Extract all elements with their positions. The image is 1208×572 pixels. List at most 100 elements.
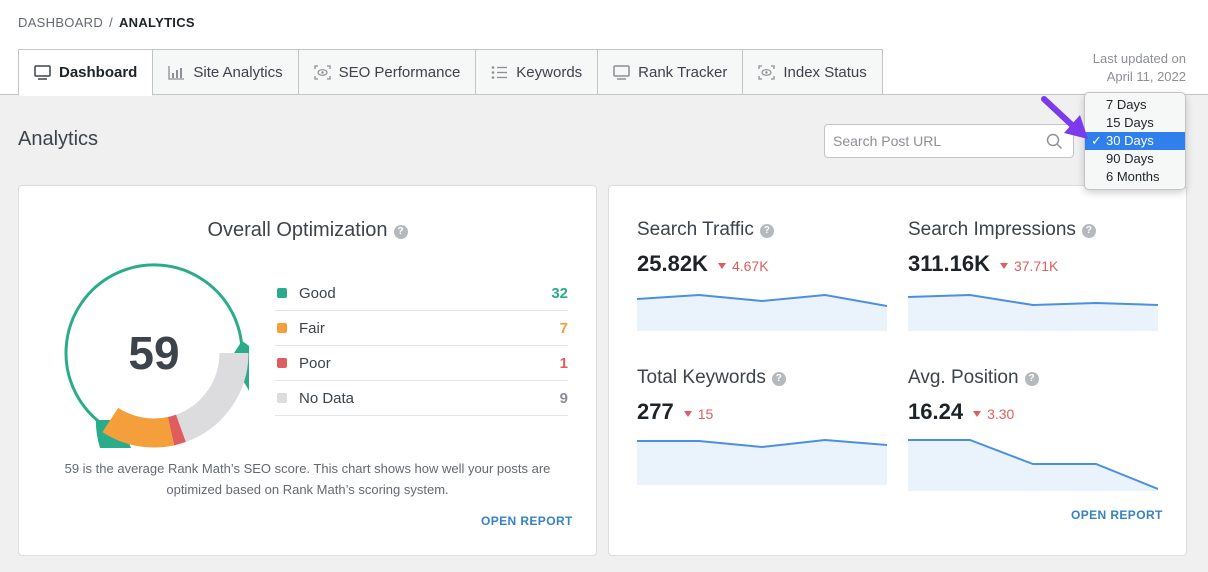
- tab-dashboard[interactable]: Dashboard: [18, 49, 154, 96]
- metric-values: 277 15: [637, 399, 887, 425]
- down-triangle-icon: [683, 411, 692, 417]
- legend-row-no-data[interactable]: No Data 9: [275, 381, 568, 416]
- legend-label: Poor: [299, 354, 331, 372]
- legend-row-poor[interactable]: Poor 1: [275, 346, 568, 381]
- legend-count: 9: [559, 389, 568, 407]
- page-title: Analytics: [18, 128, 99, 150]
- metric-avg-position: Avg. Position? 16.24 3.30: [908, 367, 1158, 491]
- range-dropdown[interactable]: 7 Days 15 Days ✓ 30 Days 90 Days 6 Months: [1084, 92, 1186, 190]
- optimization-description: 59 is the average Rank Math’s SEO score.…: [64, 461, 551, 497]
- legend-swatch-no-data: [277, 393, 287, 403]
- metric-delta-value: 4.67K: [731, 258, 769, 274]
- tab-keywords[interactable]: Keywords: [476, 49, 599, 95]
- metric-value: 277: [637, 399, 674, 424]
- metric-delta: 4.67K: [717, 258, 769, 274]
- range-option-label: 30 Days: [1106, 133, 1154, 148]
- donut-segment-fair: [102, 407, 175, 448]
- down-triangle-icon: [973, 411, 982, 417]
- metric-delta-value: 37.71K: [1013, 258, 1059, 274]
- breadcrumb-separator: /: [109, 15, 113, 30]
- score-value: 59: [128, 327, 180, 379]
- range-option[interactable]: 7 Days: [1106, 97, 1147, 112]
- metric-delta-value: 15: [697, 406, 714, 422]
- donut-segment-nodata: [175, 352, 249, 442]
- metric-values: 16.24 3.30: [908, 399, 1158, 425]
- legend-row-fair[interactable]: Fair 7: [275, 311, 568, 346]
- optimization-title: Overall Optimization?: [19, 219, 596, 242]
- top-bar: DASHBOARD / ANALYTICS Dashboard Site Analy…: [0, 0, 1208, 96]
- metric-values: 25.82K 4.67K: [637, 251, 887, 277]
- legend-count: 7: [559, 319, 568, 337]
- metric-search-impressions: Search Impressions? 311.16K 37.71K: [908, 219, 1158, 331]
- metric-total-keywords: Total Keywords? 277 15: [637, 367, 887, 485]
- tab-rank-tracker[interactable]: Rank Tracker: [598, 49, 744, 95]
- tab-label: SEO Performance: [338, 63, 461, 81]
- metric-title: Search Traffic?: [637, 219, 887, 241]
- last-updated: Last updated on April 11, 2022: [1093, 50, 1186, 86]
- metric-title: Search Impressions?: [908, 219, 1158, 241]
- legend-row-good[interactable]: Good 32: [275, 276, 568, 311]
- search-icon[interactable]: [1046, 133, 1063, 150]
- list-icon: [491, 65, 508, 79]
- breadcrumb: DASHBOARD / ANALYTICS: [18, 15, 195, 30]
- metric-delta: 37.71K: [999, 258, 1059, 274]
- optimization-legend: Good 32 Fair 7 Poor 1 No Data 9: [275, 276, 568, 416]
- metric-value: 16.24: [908, 399, 964, 424]
- score-donut: [64, 263, 249, 448]
- optimization-title-text: Overall Optimization: [207, 219, 388, 241]
- tab-label: Rank Tracker: [638, 63, 728, 81]
- legend-count: 32: [551, 284, 568, 302]
- metric-title-text: Search Traffic: [637, 219, 754, 240]
- legend-label: No Data: [299, 389, 355, 407]
- range-option[interactable]: 6 Months: [1106, 169, 1160, 184]
- tab-seo-performance[interactable]: SEO Performance: [298, 49, 477, 95]
- metric-title-text: Search Impressions: [908, 219, 1076, 240]
- eye-scan-icon: [758, 64, 776, 80]
- metric-title: Avg. Position?: [908, 367, 1158, 389]
- legend-swatch-poor: [277, 358, 287, 368]
- sparkline-avg-position: [908, 439, 1158, 491]
- sparkline-total-keywords: [637, 439, 887, 485]
- tab-label: Site Analytics: [193, 63, 283, 81]
- open-report-link[interactable]: OPEN REPORT: [481, 514, 573, 528]
- metric-delta: 3.30: [973, 406, 1014, 422]
- optimization-card: Overall Optimization? 59 Good 32 Fair 7 …: [18, 185, 597, 556]
- open-report-link[interactable]: OPEN REPORT: [1071, 508, 1163, 522]
- tab-label: Index Status: [783, 63, 867, 81]
- range-option[interactable]: 90 Days: [1106, 151, 1154, 166]
- metric-search-traffic: Search Traffic? 25.82K 4.67K: [637, 219, 887, 331]
- help-icon[interactable]: ?: [393, 225, 408, 239]
- tab-site-analytics[interactable]: Site Analytics: [153, 49, 299, 95]
- legend-swatch-fair: [277, 323, 287, 333]
- metric-value: 25.82K: [637, 251, 708, 276]
- metrics-card: Search Traffic? 25.82K 4.67K Search Impr…: [608, 185, 1187, 556]
- metric-title-text: Total Keywords: [637, 367, 766, 388]
- eye-scan-icon: [313, 64, 331, 80]
- help-icon[interactable]: ?: [1024, 372, 1039, 386]
- tab-label: Keywords: [516, 63, 583, 81]
- search-input[interactable]: [833, 133, 1043, 149]
- breadcrumb-dashboard[interactable]: DASHBOARD: [18, 15, 104, 30]
- legend-swatch-good: [277, 288, 287, 298]
- help-icon[interactable]: ?: [1081, 224, 1096, 238]
- sparkline-search-impressions: [908, 293, 1158, 331]
- metric-title: Total Keywords?: [637, 367, 887, 389]
- pointer-arrow-icon: [1041, 96, 1088, 139]
- tab-index-status[interactable]: Index Status: [743, 49, 883, 95]
- help-icon[interactable]: ?: [771, 372, 786, 386]
- legend-label: Good: [299, 284, 336, 302]
- metric-delta: 15: [683, 406, 714, 422]
- donut-segment-poor: [167, 414, 186, 446]
- metric-delta-value: 3.30: [987, 406, 1015, 422]
- help-icon[interactable]: ?: [759, 224, 774, 238]
- range-option-selected[interactable]: ✓ 30 Days: [1085, 132, 1185, 150]
- last-updated-label: Last updated on: [1092, 51, 1186, 66]
- checkmark-icon: ✓: [1091, 133, 1102, 148]
- metric-value: 311.16K: [908, 251, 990, 276]
- down-triangle-icon: [999, 263, 1008, 269]
- down-triangle-icon: [717, 263, 726, 269]
- range-option[interactable]: 15 Days: [1106, 115, 1154, 130]
- metric-title-text: Avg. Position: [908, 367, 1019, 388]
- metric-values: 311.16K 37.71K: [908, 251, 1158, 277]
- sparkline-search-traffic: [637, 293, 887, 331]
